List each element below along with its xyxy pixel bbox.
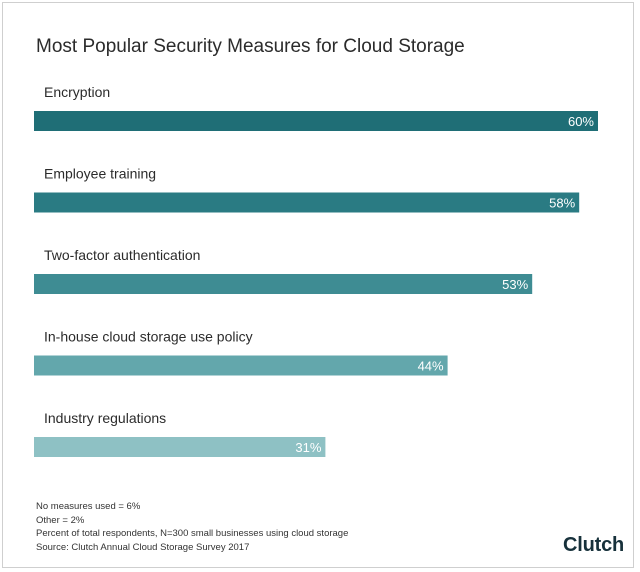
- bar-value-label: 53%: [502, 277, 528, 292]
- clutch-logo: Clutch: [563, 534, 625, 556]
- footnote-other: Other = 2%: [36, 514, 85, 526]
- bar-value-label: 44%: [418, 359, 444, 374]
- bar: [34, 437, 326, 457]
- bar: [34, 192, 580, 213]
- footnote-no-measures: No measures used = 6%: [36, 501, 141, 512]
- category-label: Employee training: [44, 166, 156, 182]
- chart-title: Most Popular Security Measures for Cloud…: [36, 36, 465, 57]
- bar: [34, 355, 448, 376]
- bar-value-label: 31%: [295, 440, 321, 455]
- category-label: Two-factor authentication: [44, 247, 200, 263]
- footnote-sample: Percent of total respondents, N=300 smal…: [36, 528, 349, 539]
- footnotes: No measures used = 6% Other = 2% Percent…: [36, 500, 348, 554]
- category-label: Industry regulations: [44, 410, 166, 426]
- category-label: In-house cloud storage use policy: [44, 329, 253, 345]
- bar: [34, 111, 598, 131]
- bar: [34, 274, 533, 294]
- bar-value-label: 58%: [549, 196, 575, 211]
- bar-chart: Encryption 60% Employee training 58% Two-fac…: [34, 84, 598, 457]
- category-label: Encryption: [44, 84, 110, 100]
- footnote-source: Source: Clutch Annual Cloud Storage Surv…: [36, 541, 250, 553]
- bar-value-label: 60%: [568, 114, 594, 129]
- chart-card: Most Popular Security Measures for Cloud…: [2, 2, 634, 568]
